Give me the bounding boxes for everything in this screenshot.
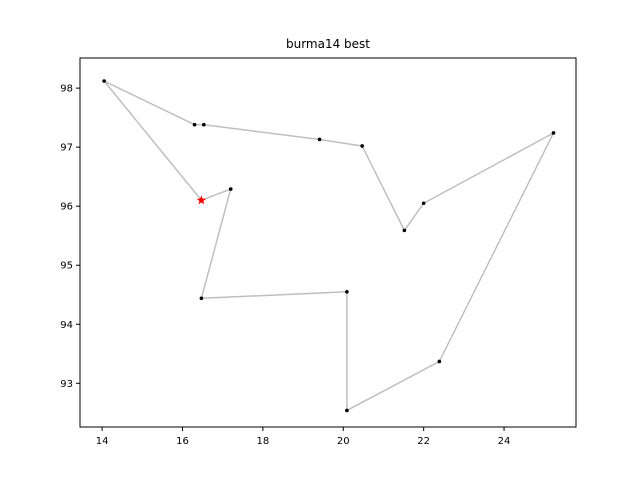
route-layer	[103, 80, 555, 412]
start-marker	[196, 195, 207, 205]
x-tick-label: 20	[337, 436, 350, 447]
y-tick-label: 95	[60, 261, 73, 272]
x-tick-label: 16	[176, 436, 189, 447]
route-segment	[200, 188, 232, 299]
points-layer	[102, 79, 556, 413]
route-segment	[319, 138, 363, 147]
y-tick-label: 98	[60, 84, 73, 95]
y-tick-label: 96	[60, 202, 73, 213]
city-point	[551, 131, 556, 135]
city-point	[201, 122, 206, 127]
city-point	[345, 408, 349, 413]
x-axis: 14 16 18 20 22 24	[96, 427, 511, 447]
plot-area	[79, 57, 577, 428]
city-point	[402, 228, 407, 233]
route-segment	[103, 80, 195, 126]
chart-title: burma14 best	[286, 37, 370, 51]
x-tick-label: 18	[257, 436, 270, 447]
route-segment	[403, 202, 425, 231]
city-point	[102, 79, 106, 83]
route-segment	[361, 145, 406, 231]
route-segment	[438, 132, 555, 362]
x-tick-label: 22	[417, 436, 430, 447]
axes-frame	[79, 57, 577, 428]
y-tick-label: 94	[60, 320, 73, 331]
city-point	[228, 187, 233, 191]
start-layer	[196, 195, 207, 205]
city-point	[199, 296, 204, 301]
route-segment	[203, 123, 320, 141]
city-point	[345, 289, 349, 294]
city-point	[421, 201, 426, 206]
x-tick-label: 14	[96, 436, 109, 447]
city-point	[437, 359, 442, 364]
city-point	[192, 122, 197, 127]
y-tick-label: 97	[60, 143, 73, 154]
city-point	[360, 144, 364, 148]
route-segment	[201, 291, 347, 300]
y-tick-label: 93	[60, 379, 73, 390]
route-segment	[201, 188, 231, 201]
route-segment	[103, 80, 202, 201]
route-segment	[423, 132, 554, 204]
y-axis: 93 94 95 96 97 98	[60, 84, 80, 390]
x-tick-label: 24	[498, 436, 511, 447]
city-point	[317, 137, 322, 142]
route-segment	[346, 360, 440, 412]
